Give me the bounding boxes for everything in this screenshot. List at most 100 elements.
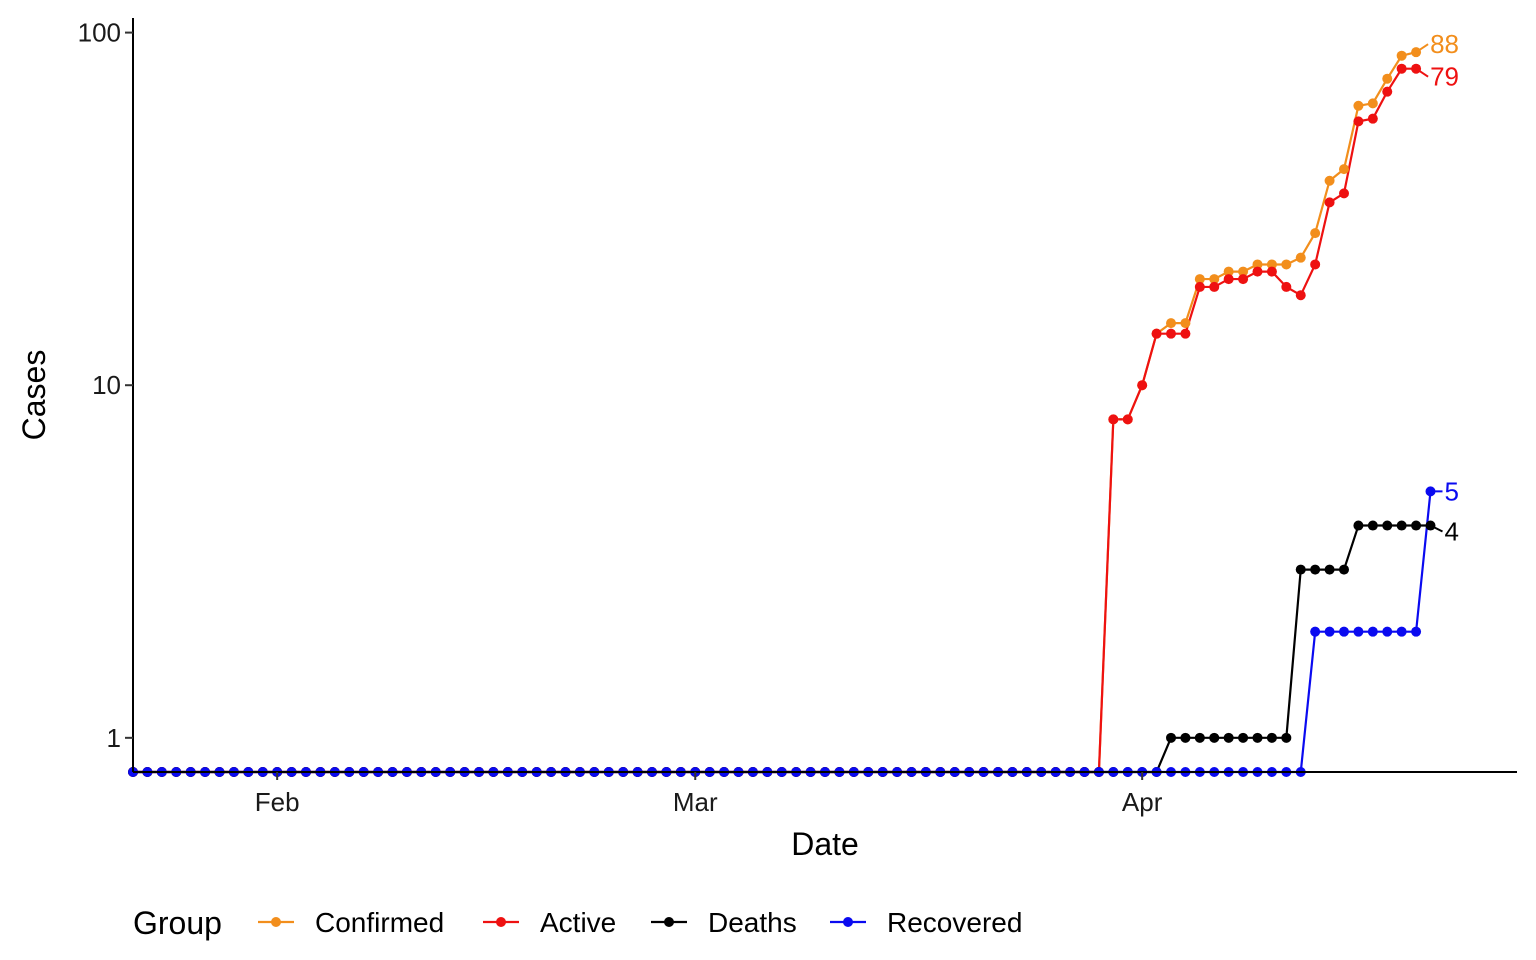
legend-title: Group <box>133 905 222 941</box>
data-point-active <box>1367 113 1378 124</box>
x-axis-ticks: Feb Mar Apr <box>255 772 1163 817</box>
data-point-active <box>1122 414 1133 425</box>
data-point-deaths <box>1223 732 1234 743</box>
data-point-active <box>1151 328 1162 339</box>
data-point-confirmed <box>1238 266 1249 277</box>
end-label-leader <box>1415 67 1429 78</box>
series-line-confirmed <box>133 51 1417 774</box>
data-point-active <box>1238 274 1249 285</box>
data-point-deaths <box>1252 732 1263 743</box>
legend-item-active: Active <box>483 907 616 938</box>
legend-key-point <box>664 917 674 927</box>
data-point-confirmed <box>1295 252 1306 263</box>
data-point-deaths <box>1367 520 1378 531</box>
data-point-active <box>1324 197 1335 208</box>
data-point-confirmed <box>1353 100 1364 111</box>
data-point-recovered <box>1324 626 1335 637</box>
data-point-deaths <box>1411 520 1422 531</box>
y-tick-label: 1 <box>107 723 121 753</box>
x-tick-label: Mar <box>673 787 718 817</box>
data-point-active <box>1339 188 1349 199</box>
legend-item-recovered: Recovered <box>830 907 1022 938</box>
data-point-confirmed <box>1382 73 1393 84</box>
data-point-active <box>1209 281 1220 292</box>
data-point-deaths <box>1353 520 1364 531</box>
data-point-deaths <box>1310 564 1321 575</box>
data-point-recovered <box>1382 626 1393 637</box>
data-point-deaths <box>1281 732 1292 743</box>
end-label-active: 79 <box>1430 62 1459 92</box>
legend-label: Active <box>540 907 616 938</box>
data-point-confirmed <box>1223 266 1234 277</box>
data-point-active <box>1353 116 1364 127</box>
data-point-active <box>1266 266 1277 277</box>
x-tick-label: Feb <box>255 787 300 817</box>
legend-label: Confirmed <box>315 907 444 938</box>
data-point-active <box>1194 281 1205 292</box>
data-point-deaths <box>1266 732 1277 743</box>
data-point-confirmed <box>1396 50 1407 61</box>
legend-key-point <box>271 917 281 927</box>
x-tick-label: Apr <box>1122 787 1163 817</box>
data-point-confirmed <box>1180 318 1191 329</box>
series-lines <box>133 51 1432 774</box>
data-point-recovered <box>1367 626 1378 637</box>
data-point-recovered <box>1310 626 1321 637</box>
legend-item-confirmed: Confirmed <box>258 907 444 938</box>
series-line-recovered <box>133 491 1432 774</box>
data-point-active <box>1252 266 1263 277</box>
data-point-confirmed <box>1194 274 1205 285</box>
data-point-deaths <box>1295 564 1306 575</box>
y-axis-title: Cases <box>16 350 52 441</box>
legend-key-point <box>843 917 853 927</box>
data-point-confirmed <box>1281 259 1292 270</box>
end-label-confirmed: 88 <box>1430 29 1459 59</box>
data-point-confirmed <box>1209 274 1220 285</box>
data-point-deaths <box>1194 732 1205 743</box>
data-point-active <box>1137 380 1148 391</box>
end-label-recovered: 5 <box>1445 476 1459 506</box>
data-point-active <box>1295 290 1306 301</box>
data-point-deaths <box>1396 520 1407 531</box>
data-point-active <box>1180 328 1191 339</box>
data-point-confirmed <box>1266 259 1277 270</box>
end-label-leader <box>1430 524 1443 533</box>
data-point-active <box>1281 281 1292 292</box>
data-point-confirmed <box>1252 259 1263 270</box>
data-point-deaths <box>1238 732 1249 743</box>
data-point-deaths <box>1324 564 1335 575</box>
data-point-deaths <box>1339 564 1349 575</box>
y-tick-label: 10 <box>92 370 121 400</box>
data-point-confirmed <box>1367 98 1378 109</box>
data-point-active <box>1382 86 1393 97</box>
data-point-deaths <box>1166 732 1176 743</box>
series-line-deaths <box>133 524 1431 774</box>
data-point-confirmed <box>1339 164 1349 175</box>
data-point-active <box>1108 414 1119 425</box>
end-label-deaths: 4 <box>1445 517 1459 547</box>
data-point-deaths <box>1180 732 1191 743</box>
data-point-deaths <box>1382 520 1393 531</box>
y-tick-label: 100 <box>78 18 121 48</box>
legend: Group Confirmed Active Deaths Recovered <box>133 905 1022 941</box>
data-point-active <box>1310 259 1321 270</box>
data-point-recovered <box>1396 626 1407 637</box>
series-points <box>128 47 1436 777</box>
data-point-deaths <box>1209 732 1220 743</box>
legend-item-deaths: Deaths <box>651 907 797 938</box>
legend-label: Recovered <box>887 907 1022 938</box>
data-point-active <box>1223 274 1234 285</box>
legend-label: Deaths <box>708 907 797 938</box>
data-point-confirmed <box>1324 175 1335 186</box>
legend-key-point <box>496 917 506 927</box>
series-line-active <box>133 67 1417 774</box>
data-point-recovered <box>1411 626 1422 637</box>
data-point-confirmed <box>1166 318 1176 329</box>
data-point-active <box>1166 328 1176 339</box>
data-point-confirmed <box>1310 228 1321 239</box>
x-axis-title: Date <box>791 826 859 862</box>
y-axis-ticks: 1 10 100 <box>78 18 133 753</box>
